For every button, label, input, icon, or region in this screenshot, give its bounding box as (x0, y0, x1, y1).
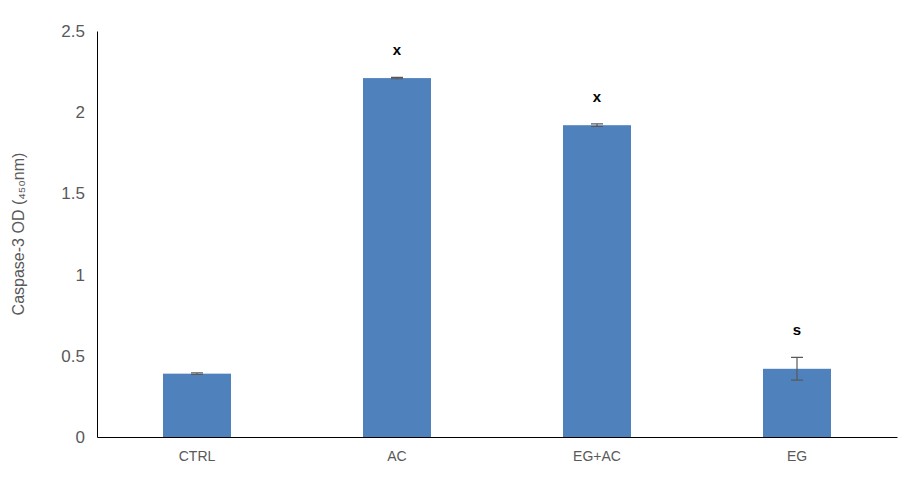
y-tick-label: 1 (76, 266, 85, 285)
error-bar (591, 124, 603, 127)
y-tick-label: 1.5 (61, 184, 85, 203)
x-tick-label: EG (787, 448, 807, 464)
x-axis-line (98, 437, 898, 438)
x-tick-label: AC (387, 448, 406, 464)
error-bar (191, 373, 203, 375)
bar (563, 125, 631, 437)
y-tick: 0 (76, 428, 97, 447)
y-tick-label: 2.5 (61, 22, 85, 41)
annotation: x (593, 88, 602, 105)
y-tick: 2 (76, 103, 97, 122)
annotations: x x s (393, 41, 801, 338)
annotation: x (393, 41, 402, 58)
bar (363, 78, 431, 437)
y-tick-label: 0.5 (61, 347, 85, 366)
x-tick: EG+AC (573, 437, 621, 464)
error-bar (791, 357, 803, 380)
chart: 0 0.5 1 1.5 2 2.5 CTRL AC EG+AC EG x x s Caspase-3 OD… (0, 0, 910, 489)
annotation: s (793, 321, 801, 338)
x-tick: CTRL (179, 437, 216, 464)
y-axis-title: Caspase-3 OD (₄₅₀nm) (10, 153, 27, 316)
x-tick: AC (387, 437, 406, 464)
x-tick: EG (787, 437, 807, 464)
y-axis: 0 0.5 1 1.5 2 2.5 (61, 22, 97, 447)
y-tick-label: 0 (76, 428, 85, 447)
bar (163, 374, 231, 437)
x-tick-label: EG+AC (573, 448, 621, 464)
y-tick-label: 2 (76, 103, 85, 122)
x-tick-label: CTRL (179, 448, 216, 464)
y-tick: 1.5 (61, 184, 97, 203)
marks (163, 77, 831, 437)
error-bar (391, 77, 403, 78)
x-axis: CTRL AC EG+AC EG (98, 437, 898, 464)
y-tick: 1 (76, 266, 97, 285)
y-axis-line (97, 32, 98, 438)
plot: 0 0.5 1 1.5 2 2.5 CTRL AC EG+AC EG x x s (61, 22, 897, 464)
y-tick: 0.5 (61, 347, 97, 366)
y-tick: 2.5 (61, 22, 97, 41)
